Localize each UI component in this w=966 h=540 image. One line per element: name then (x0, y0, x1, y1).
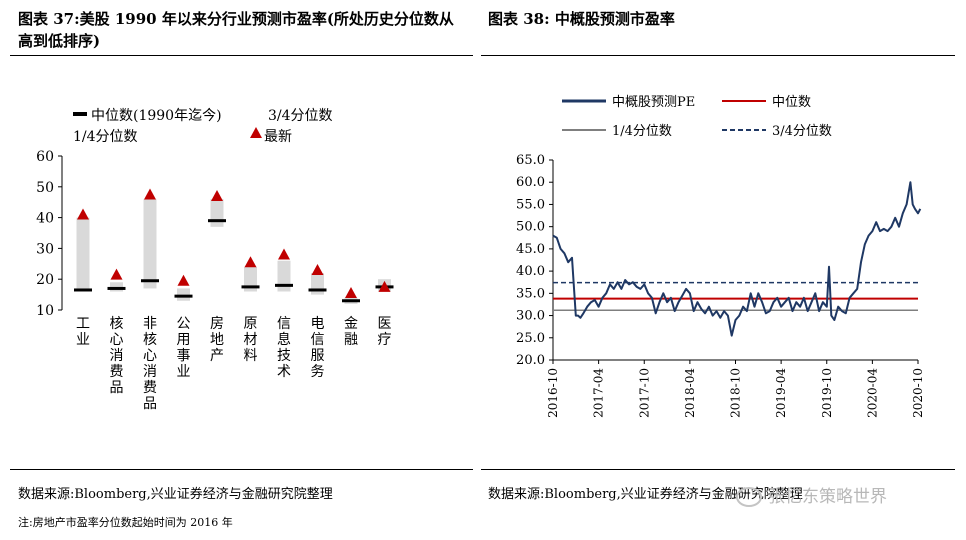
right-data-source: 数据来源:Bloomberg,兴业证券经济与金融研究院整理 (488, 487, 803, 502)
median-marker (107, 286, 126, 290)
right-reference-lines (553, 281, 918, 311)
left-y-tick-label: 30 (36, 241, 54, 257)
right-y-tick-label: 35.0 (516, 286, 545, 301)
latest-marker (77, 208, 89, 220)
left-y-axis: 60 50 40 30 20 10 (36, 149, 63, 319)
right-y-tick-label: 65.0 (516, 153, 545, 168)
right-x-tick-label: 2018-04 (683, 368, 697, 418)
legend-pe-label: 中概股预测PE (612, 95, 695, 110)
divider-top-right (481, 55, 955, 56)
latest-marker (177, 274, 190, 286)
watermark-text: 张忆东策略世界 (768, 487, 887, 507)
left-legend: 中位数(1990年迄今) 3/4分位数 1/4分位数 最新 (73, 108, 333, 145)
range-bar (277, 260, 291, 292)
left-y-tick-label: 20 (36, 272, 54, 288)
china-adr-pe-chart: 中概股预测PE 中位数 1/4分位数 3/4分位数 65.0 60.0 55.0 50… (516, 95, 925, 418)
x-tick-label: 原材料 (244, 316, 258, 364)
latest-marker (311, 263, 324, 275)
left-bars (74, 188, 394, 304)
median-marker (275, 283, 293, 287)
right-x-tick-label: 2017-04 (592, 368, 606, 418)
left-footnote: 注:房地产市盈率分位数起始时间为 2016 年 (18, 516, 233, 529)
legend-median-marker (73, 112, 87, 116)
legend-q1-label: 1/4分位数 (73, 129, 138, 145)
x-tick-label: 信息技术 (277, 316, 291, 380)
median-marker (241, 285, 260, 289)
range-bar (210, 199, 224, 227)
x-tick-label: 房地产 (210, 316, 224, 364)
median-marker (74, 288, 92, 292)
median-marker (141, 279, 159, 283)
right-x-tick-label: 2019-10 (820, 368, 834, 418)
right-x-tick-label: 2016-10 (546, 368, 560, 418)
left-y-tick-label: 60 (36, 149, 54, 165)
right-y-tick-label: 25.0 (516, 331, 545, 346)
x-tick-label: 医疗 (378, 316, 392, 348)
left-y-tick-label: 40 (36, 211, 54, 227)
right-series (552, 181, 922, 337)
left-y-tick-label: 50 (36, 180, 54, 196)
range-bar (244, 266, 257, 292)
latest-marker (345, 287, 357, 299)
median-marker (208, 219, 226, 223)
legend-q3-label: 3/4分位数 (268, 108, 333, 124)
median-marker (174, 294, 193, 298)
range-bar (143, 199, 157, 289)
legend-median-label: 中位数(1990年迄今) (91, 108, 222, 124)
range-bar (76, 217, 90, 292)
right-y-tick-label: 45.0 (516, 242, 545, 257)
left-data-source: 数据来源:Bloomberg,兴业证券经济与金融研究院整理 (18, 487, 333, 502)
legend-q1-line-label: 1/4分位数 (612, 124, 672, 139)
left-y-tick-label: 10 (36, 303, 54, 319)
right-y-tick-label: 20.0 (516, 353, 545, 368)
median-marker (342, 299, 360, 303)
left-chart-title: 图表 37:美股 1990 年以来分行业预测市盈率(所处历史分位数从高到低排序) (18, 10, 454, 50)
right-chart-title: 图表 38: 中概股预测市盈率 (488, 10, 675, 28)
x-tick-label: 公用事业 (177, 316, 191, 380)
x-tick-label: 非核心消费品 (143, 316, 157, 412)
legend-median-line-label: 中位数 (772, 95, 811, 110)
right-x-labels: 2016-10 2017-04 2017-10 2018-04 2018-10 2019-… (546, 368, 925, 418)
right-y-tick-label: 40.0 (516, 264, 545, 279)
latest-marker (144, 188, 156, 200)
right-x-tick-label: 2020-10 (911, 368, 925, 418)
right-x-tick-label: 2017-10 (637, 368, 651, 418)
right-x-tick-label: 2020-04 (865, 368, 879, 418)
right-x-tick-label: 2019-04 (774, 368, 788, 418)
right-y-axis: 65.0 60.0 55.0 50.0 45.0 40.0 35.0 30.0 25.0 20.0 (516, 153, 919, 368)
right-y-tick-label: 50.0 (516, 220, 545, 235)
sector-pe-chart: 中位数(1990年迄今) 3/4分位数 1/4分位数 最新 60 50 40 30 20… (36, 108, 394, 412)
latest-marker (110, 268, 123, 280)
pe-line (552, 181, 922, 337)
latest-marker (278, 248, 290, 260)
legend-latest-label: 最新 (264, 129, 292, 145)
divider-bottom-left (10, 469, 473, 470)
latest-marker (244, 256, 257, 268)
right-y-tick-label: 30.0 (516, 309, 545, 324)
latest-marker (378, 280, 391, 292)
legend-q3-line-label: 3/4分位数 (772, 124, 832, 139)
right-x-tick-label: 2018-10 (729, 368, 743, 418)
right-y-tick-label: 55.0 (516, 197, 545, 212)
divider-top-left (10, 55, 473, 56)
right-y-tick-label: 60.0 (516, 175, 545, 190)
wechat-icon (736, 487, 762, 507)
x-tick-label: 电信服务 (311, 316, 325, 380)
median-marker (308, 288, 327, 292)
watermark: 张忆东策略世界 (736, 482, 887, 507)
x-tick-label: 金融 (344, 316, 358, 348)
legend-latest-marker (250, 127, 262, 138)
divider-bottom-right (481, 469, 955, 470)
x-tick-label: 工业 (76, 316, 90, 348)
latest-marker (211, 190, 223, 202)
x-tick-label: 核心消费品 (110, 316, 124, 396)
right-legend: 中概股预测PE 中位数 1/4分位数 3/4分位数 (562, 95, 832, 139)
range-bar (177, 288, 190, 301)
range-bar (110, 282, 123, 292)
